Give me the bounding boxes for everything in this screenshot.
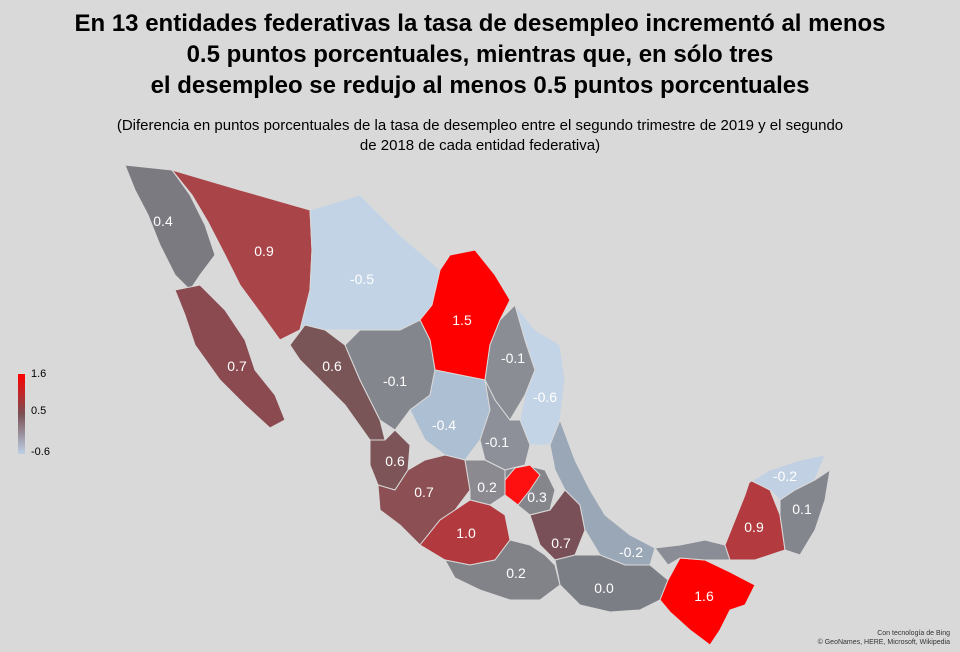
label-zacatecas: -0.4 — [432, 417, 456, 433]
label-quintana-roo: 0.1 — [792, 501, 812, 517]
state-campeche[interactable] — [724, 479, 786, 561]
label-puebla: 0.7 — [551, 535, 571, 551]
title-line-1: En 13 entidades federativas la tasa de d… — [74, 10, 886, 37]
label-chiapas: 1.6 — [694, 588, 714, 604]
label-guerrero: 0.2 — [506, 565, 526, 581]
credit-bing: Con tecnología de Bing — [877, 630, 950, 637]
label-guanajuato: 0.2 — [477, 479, 497, 495]
label-yucatan: -0.2 — [773, 468, 797, 484]
state-guerrero[interactable] — [444, 539, 561, 601]
label-nuevo-leon: -0.1 — [501, 350, 525, 366]
label-oaxaca: 0.0 — [594, 580, 614, 596]
label-tamaulipas: -0.6 — [533, 389, 557, 405]
label-jalisco: 0.7 — [414, 484, 434, 500]
state-sinaloa[interactable] — [289, 324, 386, 441]
state-baja-california[interactable] — [124, 164, 216, 291]
label-baja-california: 0.4 — [153, 213, 173, 229]
title-line-3: el desempleo se redujo al menos 0.5 punt… — [150, 72, 810, 99]
label-san-luis-potosi: -0.1 — [485, 434, 509, 450]
label-nayarit: 0.6 — [385, 453, 405, 469]
legend-max: 1.6 — [31, 368, 47, 380]
legend-mid: 0.5 — [31, 405, 47, 417]
label-durango: -0.1 — [383, 373, 407, 389]
label-baja-california-sur: 0.7 — [227, 358, 247, 374]
title-line-2: 0.5 puntos porcentuales, mientras que, e… — [186, 41, 774, 68]
subtitle-line-2: de 2018 de cada entidad federativa) — [359, 137, 601, 154]
chart-subtitle: (Diferencia en puntos porcentuales de la… — [40, 116, 920, 156]
label-chihuahua: -0.5 — [350, 271, 374, 287]
legend-min: -0.6 — [31, 446, 50, 458]
label-coahuila: 1.5 — [452, 312, 472, 328]
state-aguascalientes[interactable] — [504, 464, 541, 506]
label-sinaloa: 0.6 — [322, 358, 342, 374]
label-campeche: 0.9 — [744, 519, 764, 535]
subtitle-line-1: (Diferencia en puntos porcentuales de la… — [116, 117, 844, 134]
state-tamaulipas[interactable] — [514, 304, 566, 446]
state-baja-california-sur[interactable] — [174, 284, 286, 429]
label-michoacan: 1.0 — [456, 525, 476, 541]
label-sonora: 0.9 — [254, 243, 274, 259]
state-quintana-roo[interactable] — [779, 468, 831, 556]
label-veracruz: -0.2 — [619, 544, 643, 560]
state-guanajuato[interactable] — [464, 459, 506, 506]
chart-title: En 13 entidades federativas la tasa de d… — [0, 8, 960, 101]
state-chihuahua[interactable] — [299, 194, 441, 331]
label-hidalgo: 0.3 — [527, 489, 547, 505]
credit-sources: © GeoNames, HERE, Microsoft, Wikipedia — [817, 639, 950, 646]
legend-color-scale — [18, 374, 25, 454]
